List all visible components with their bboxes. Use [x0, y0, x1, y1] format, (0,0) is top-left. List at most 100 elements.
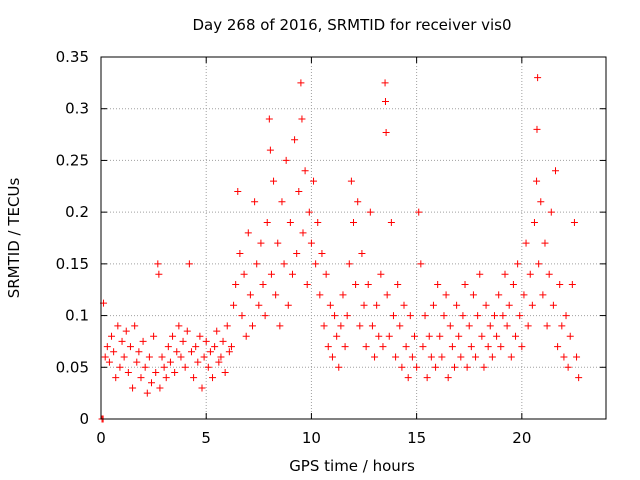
data-point — [253, 260, 261, 268]
data-point — [518, 343, 526, 351]
data-point — [225, 348, 233, 356]
data-point — [263, 218, 271, 226]
data-point — [314, 218, 322, 226]
data-point — [150, 332, 158, 340]
data-point — [402, 343, 410, 351]
data-point — [398, 363, 406, 371]
data-point — [337, 322, 345, 330]
data-point — [272, 291, 280, 299]
data-point — [425, 332, 433, 340]
data-point — [173, 348, 181, 356]
data-point — [465, 322, 473, 330]
data-point — [444, 374, 452, 382]
data-point — [440, 312, 448, 320]
data-point — [503, 322, 511, 330]
data-point — [362, 343, 370, 351]
data-point — [455, 332, 463, 340]
data-point — [217, 353, 225, 361]
data-point — [461, 281, 469, 289]
data-point — [204, 363, 212, 371]
data-point — [129, 384, 137, 392]
chart-title: Day 268 of 2016, SRMTID for receiver vis… — [192, 16, 511, 34]
data-point — [331, 312, 339, 320]
data-point — [480, 363, 488, 371]
data-point — [558, 322, 566, 330]
data-point — [408, 353, 416, 361]
data-point — [476, 270, 484, 278]
data-point — [232, 281, 240, 289]
data-point — [512, 332, 520, 340]
data-point — [291, 136, 299, 144]
data-point — [573, 353, 581, 361]
data-point — [131, 322, 139, 330]
data-point — [381, 79, 389, 87]
data-point — [177, 353, 185, 361]
data-point — [377, 270, 385, 278]
data-point — [270, 177, 278, 185]
data-point — [539, 291, 547, 299]
data-point — [501, 270, 509, 278]
data-point — [108, 332, 116, 340]
data-point — [282, 156, 290, 164]
y-tick-label: 0.25 — [56, 151, 89, 169]
data-point — [394, 281, 402, 289]
data-point — [509, 281, 517, 289]
plot-frame — [100, 56, 607, 420]
data-point — [345, 260, 353, 268]
data-point — [242, 332, 250, 340]
data-point — [514, 260, 522, 268]
data-point — [373, 301, 381, 309]
data-point — [171, 368, 179, 376]
data-point — [240, 270, 248, 278]
data-point — [255, 301, 263, 309]
data-point — [442, 291, 450, 299]
data-point — [278, 198, 286, 206]
data-point — [145, 353, 153, 361]
data-point — [141, 363, 149, 371]
data-point — [566, 332, 574, 340]
data-point — [126, 343, 134, 351]
data-point — [166, 358, 174, 366]
data-point — [533, 125, 541, 133]
data-point — [155, 270, 163, 278]
data-point — [497, 343, 505, 351]
data-point — [320, 322, 328, 330]
data-point — [520, 291, 528, 299]
data-point — [156, 384, 164, 392]
data-point — [333, 332, 341, 340]
data-point — [366, 208, 374, 216]
x-tick-label: 20 — [512, 429, 531, 447]
data-point — [543, 322, 551, 330]
data-point — [575, 374, 583, 382]
data-point — [352, 281, 360, 289]
data-point — [267, 270, 275, 278]
data-point — [137, 374, 145, 382]
data-point — [211, 343, 219, 351]
data-point — [537, 198, 545, 206]
data-point — [169, 332, 177, 340]
data-point — [556, 281, 564, 289]
data-point — [381, 97, 389, 105]
data-point — [324, 343, 332, 351]
data-point — [114, 322, 122, 330]
data-point — [368, 322, 376, 330]
data-point — [185, 260, 193, 268]
y-tick-labels: 0 0.05 0.1 0.15 0.2 0.25 0.3 0.35 — [56, 48, 89, 428]
data-point — [472, 353, 480, 361]
data-point — [316, 291, 324, 299]
data-point — [206, 348, 214, 356]
data-point — [110, 348, 118, 356]
data-point — [488, 353, 496, 361]
data-point — [295, 187, 303, 195]
data-point — [341, 343, 349, 351]
data-point — [364, 281, 372, 289]
data-point — [382, 129, 390, 137]
data-point — [183, 327, 191, 335]
data-point — [406, 312, 414, 320]
data-point — [493, 332, 501, 340]
data-point — [469, 291, 477, 299]
data-point — [266, 146, 274, 154]
data-point — [451, 363, 458, 371]
data-point — [322, 270, 330, 278]
data-point — [310, 177, 318, 185]
